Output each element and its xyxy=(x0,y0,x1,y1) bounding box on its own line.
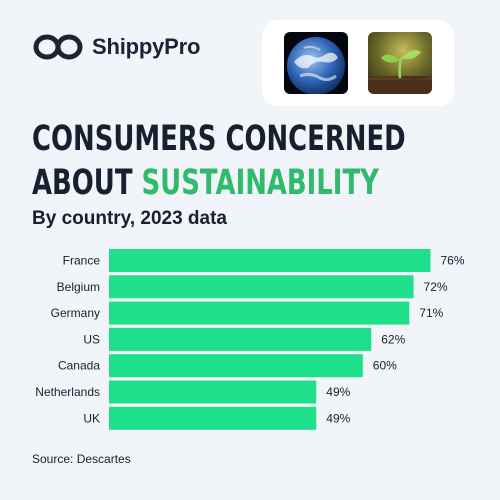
value-label: 60% xyxy=(373,359,397,373)
category-label: Canada xyxy=(58,359,100,373)
bar xyxy=(109,301,410,325)
infinity-chain-icon xyxy=(33,34,83,60)
earth-photo xyxy=(284,32,348,94)
value-label: 49% xyxy=(326,411,350,425)
title-line-2: ABOUT SUSTAINABILITY xyxy=(32,166,379,201)
bar xyxy=(109,354,363,378)
title-accent: SUSTAINABILITY xyxy=(141,163,379,203)
bar xyxy=(109,249,431,272)
category-label: Germany xyxy=(51,306,100,320)
title-prefix: ABOUT xyxy=(32,163,133,203)
value-label: 72% xyxy=(424,280,448,294)
value-label: 62% xyxy=(381,332,405,346)
value-label: 76% xyxy=(440,254,464,268)
value-label: 71% xyxy=(419,306,443,320)
source-note: Source: Descartes xyxy=(32,452,131,466)
photo-card xyxy=(262,20,454,106)
category-label: Belgium xyxy=(57,280,100,294)
chart-subtitle: By country, 2023 data xyxy=(32,208,228,229)
category-label: France xyxy=(63,254,101,268)
seedling-photo xyxy=(368,32,432,94)
bar-chart: France 76% Belgium 72% Germany 71% US 62% Canada… xyxy=(35,249,465,430)
bar xyxy=(109,380,317,404)
brand-name: ShippyPro xyxy=(92,34,201,59)
bar xyxy=(109,327,372,351)
value-label: 49% xyxy=(326,385,350,399)
category-label: US xyxy=(83,332,100,346)
bar xyxy=(109,275,414,299)
category-label: Netherlands xyxy=(35,385,100,399)
category-label: UK xyxy=(83,411,100,425)
bar xyxy=(109,406,317,430)
title-line-1: CONSUMERS CONCERNED xyxy=(32,119,406,159)
brand-logo: ShippyPro xyxy=(32,32,200,62)
